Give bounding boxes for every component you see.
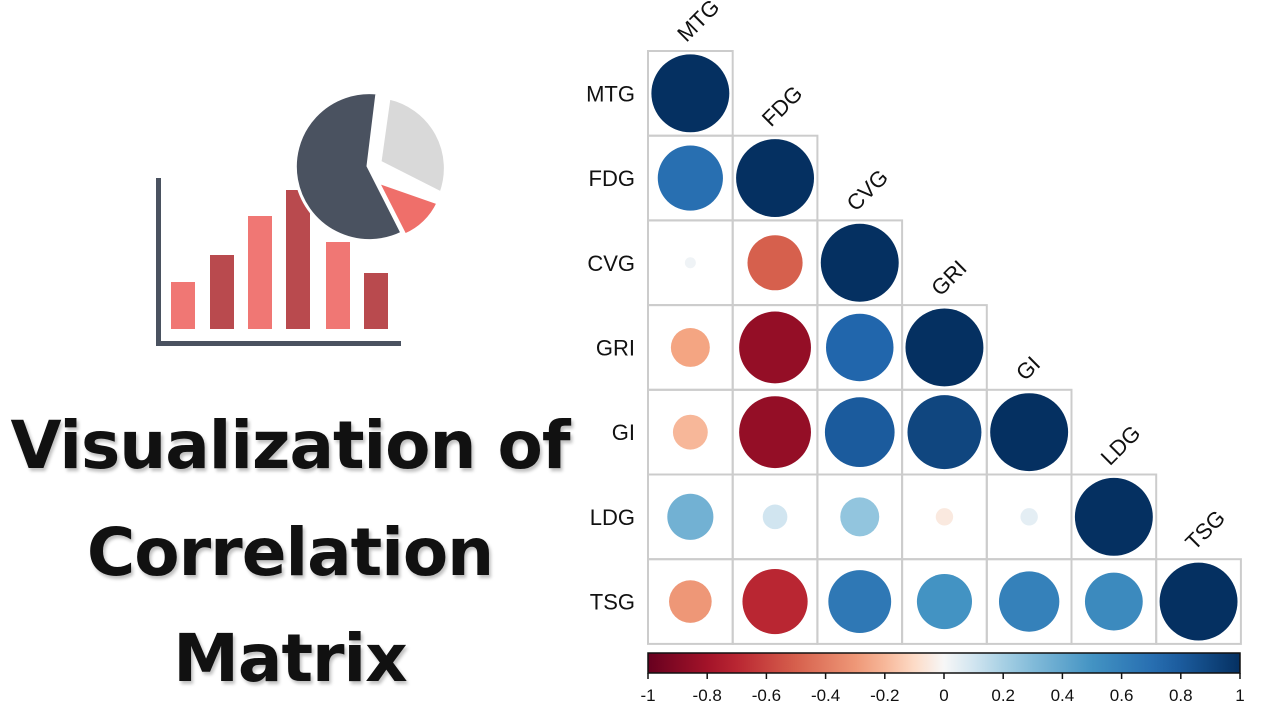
- row-label-ldg: LDG: [590, 505, 635, 530]
- column-label-tsg: TSG: [1180, 505, 1230, 555]
- title-line-2: Correlation: [86, 514, 494, 591]
- illustration-bar-1: [171, 282, 195, 329]
- title-line-3: Matrix: [173, 620, 408, 697]
- row-label-fdg: FDG: [589, 166, 635, 191]
- colorbar-tick-label: 0.4: [1051, 686, 1075, 705]
- correlation-circle-ldg-fdg: [762, 504, 788, 530]
- correlation-circle-gi-cvg: [824, 397, 895, 467]
- colorbar-tick-label: 0.6: [1110, 686, 1134, 705]
- correlation-circle-tsg-ldg: [1084, 572, 1143, 631]
- colorbar: -1 -0.8 -0.6 -0.4 -0.2 0 0.2 0.4 0.6 0.8 1: [640, 652, 1245, 705]
- colorbar-tick-label: -0.2: [870, 686, 899, 705]
- colorbar-tick-label: -0.4: [811, 686, 840, 705]
- column-label-fdg: FDG: [757, 81, 808, 132]
- correlation-circle-gri-fdg: [739, 311, 811, 384]
- correlation-circle-tsg-gi: [998, 571, 1060, 632]
- colorbar-rect: [647, 652, 1241, 674]
- row-label-mtg: MTG: [586, 81, 635, 106]
- illustration-bar-4: [286, 190, 310, 329]
- illustration-x-axis: [156, 341, 401, 346]
- correlation-circle-gi-fdg: [739, 396, 811, 469]
- correlation-circle-ldg-gri: [935, 508, 954, 526]
- correlation-circle-cvg-cvg: [820, 223, 899, 302]
- matrix-grid: [647, 50, 1242, 645]
- colorbar-tick-label: 0: [939, 686, 948, 705]
- correlation-circle-cvg-mtg: [684, 257, 696, 269]
- illustration-y-axis: [156, 178, 161, 346]
- illustration-bar-6: [364, 273, 388, 329]
- correlation-circle-gri-cvg: [826, 313, 894, 382]
- correlation-circle-ldg-mtg: [667, 493, 714, 540]
- correlation-circle-fdg-fdg: [736, 139, 815, 218]
- chart-illustration-icon: [156, 91, 447, 346]
- correlation-circle-tsg-cvg: [828, 570, 892, 633]
- correlation-circle-tsg-tsg: [1159, 562, 1238, 641]
- correlation-circle-gi-mtg: [672, 414, 708, 450]
- correlation-circle-tsg-mtg: [669, 580, 712, 623]
- matrix-circles: [651, 54, 1238, 641]
- matrix-cell: [1155, 558, 1242, 645]
- correlation-circle-gi-gri: [907, 395, 982, 470]
- title-line-1: Visualization of: [10, 407, 570, 484]
- illustration-pie-dark-slice: [293, 91, 405, 243]
- correlation-circle-tsg-gri: [916, 573, 973, 630]
- correlation-circle-cvg-fdg: [747, 235, 803, 291]
- colorbar-tick-label: -1: [640, 686, 655, 705]
- row-label-gri: GRI: [596, 335, 635, 360]
- illustration-pie-light-slice: [378, 96, 447, 196]
- illustration-bar-2: [210, 255, 234, 329]
- correlation-circle-fdg-mtg: [657, 145, 723, 211]
- correlation-circle-gri-mtg: [670, 327, 710, 367]
- column-label-gri: GRI: [926, 255, 971, 300]
- row-label-gi: GI: [612, 420, 635, 445]
- column-label-cvg: CVG: [842, 165, 893, 216]
- correlation-circle-ldg-ldg: [1074, 477, 1153, 556]
- correlation-circle-ldg-gi: [1020, 508, 1038, 526]
- colorbar-tick-label: 0.8: [1169, 686, 1193, 705]
- row-label-cvg: CVG: [587, 251, 635, 276]
- correlation-circle-tsg-fdg: [742, 568, 808, 635]
- illustration-bar-5: [326, 242, 350, 329]
- column-label-gi: GI: [1011, 351, 1045, 385]
- colorbar-tick-label: -0.6: [752, 686, 781, 705]
- correlation-circle-gi-gi: [990, 393, 1069, 472]
- row-label-tsg: TSG: [590, 590, 635, 615]
- correlation-circle-ldg-cvg: [840, 497, 880, 537]
- colorbar-tick-label: 0.2: [991, 686, 1015, 705]
- correlation-circle-gri-gri: [905, 308, 984, 387]
- colorbar-tick-label: 1: [1235, 686, 1244, 705]
- column-label-mtg: MTG: [672, 0, 724, 47]
- column-label-ldg: LDG: [1096, 420, 1146, 470]
- correlation-circle-mtg-mtg: [651, 54, 730, 133]
- colorbar-tick-label: -0.8: [693, 686, 722, 705]
- illustration-pie-red-slice: [374, 179, 441, 237]
- illustration-bar-3: [248, 216, 272, 329]
